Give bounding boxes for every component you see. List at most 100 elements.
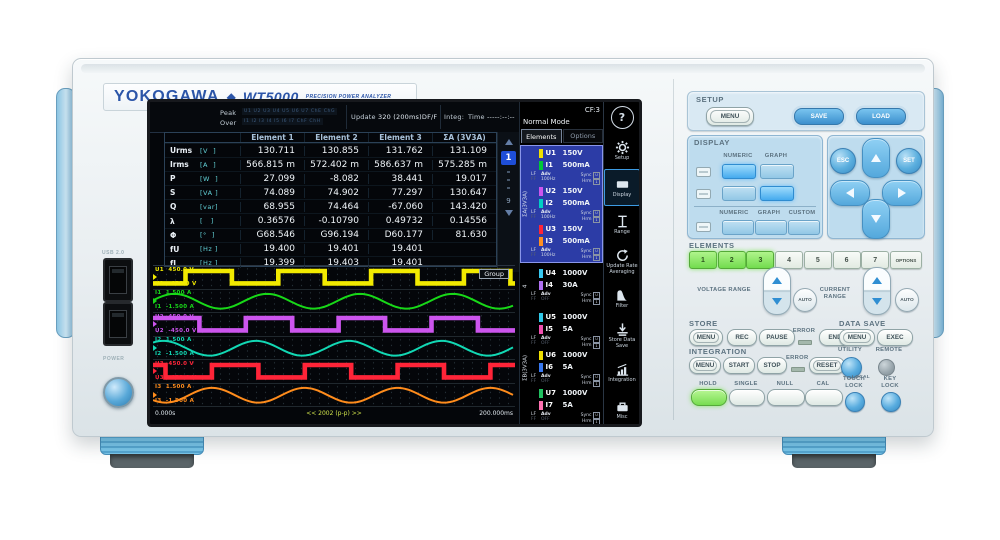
element-key-1[interactable]: 1 xyxy=(689,251,717,269)
numeric-full-button[interactable] xyxy=(722,220,754,235)
row-unit: [ ] xyxy=(200,217,214,226)
softkey-range[interactable]: Range xyxy=(604,206,639,243)
sync-label: Sync xyxy=(580,292,592,298)
filter-icon xyxy=(615,288,630,303)
lf-flag: LF xyxy=(531,210,537,215)
arrow-down-button[interactable] xyxy=(862,199,890,239)
store-pause-button[interactable]: PAUSE xyxy=(759,329,795,346)
adv-value: OFF xyxy=(541,297,550,303)
power-button[interactable] xyxy=(103,377,134,408)
element-key-3[interactable]: 3 xyxy=(746,251,775,269)
arrow-right-button[interactable] xyxy=(882,180,922,206)
element-group[interactable]: 4 U4 1000V I4 30A LF FF Adv OFF Sync U Hrm 1 xyxy=(520,265,603,307)
hrm-box: 1 xyxy=(593,178,600,185)
row-unit: [W ] xyxy=(200,174,219,183)
element-key-6[interactable]: 6 xyxy=(832,251,861,269)
touchscreen-display[interactable]: Peak U1 U2 U3 U4 U5 U6 U7 ChE ChG Over I… xyxy=(147,99,642,427)
help-icon[interactable]: ? xyxy=(610,106,634,129)
voltage-auto-button[interactable]: AUTO xyxy=(793,288,817,312)
current-auto-button[interactable]: AUTO xyxy=(895,288,919,312)
set-button[interactable]: SET xyxy=(896,148,922,174)
cell-value: 19.401 xyxy=(304,244,368,255)
element-group[interactable]: ΣB(3V3A) U5 1000V I5 5A LF FF Adv OFF Sync U Hrm 1 U6… xyxy=(520,309,603,424)
utility-button[interactable] xyxy=(841,357,862,378)
page-up-icon[interactable] xyxy=(504,139,513,145)
element-range: 150V xyxy=(562,225,583,233)
softkey-integration[interactable]: Integration xyxy=(604,354,639,391)
softkey-store-data-save[interactable]: Store Data Save xyxy=(604,317,639,354)
last-page-number[interactable]: 9 xyxy=(506,196,511,205)
current-range-rocker[interactable] xyxy=(863,267,891,315)
softkey-update-rate-averaging[interactable]: Update Rate Averaging xyxy=(604,243,639,280)
store-menu-button[interactable]: MENU xyxy=(689,329,723,346)
tab-options[interactable]: Options xyxy=(562,129,603,143)
trace-scale-bottom: U2 -450.0 V xyxy=(155,327,197,334)
null-button[interactable] xyxy=(767,389,805,406)
softkey-display[interactable]: Display xyxy=(604,169,639,206)
sync-source-box: U xyxy=(593,336,600,343)
trace-scale-top: U1 450.0 V xyxy=(155,266,194,273)
save-button[interactable]: SAVE xyxy=(794,108,844,125)
voltage-range-rocker[interactable] xyxy=(763,267,791,315)
esc-button[interactable]: ESC xyxy=(830,148,856,174)
arrow-up-button[interactable] xyxy=(862,138,890,178)
hrm-label: Hrm xyxy=(581,381,592,387)
page-down-icon[interactable] xyxy=(504,209,513,216)
element-key-4[interactable]: 4 xyxy=(775,251,804,269)
element-group[interactable]: ΣA(3V3A) U1 150V I1 500mA LF FF Adv 100Hz Sync U Hr… xyxy=(520,145,603,263)
sync-label: Sync xyxy=(580,210,592,216)
softkey-label: Store Data Save xyxy=(608,336,636,349)
current-page-badge[interactable]: 1 xyxy=(501,151,516,165)
arrow-left-button[interactable] xyxy=(830,180,870,206)
hold-button[interactable] xyxy=(691,389,727,406)
load-button[interactable]: LOAD xyxy=(856,108,906,125)
element-key-options[interactable]: OPTIONS xyxy=(889,251,922,269)
element-name: I2 xyxy=(545,199,553,207)
element-key-5[interactable]: 5 xyxy=(803,251,832,269)
utility-label: UTILITY xyxy=(838,347,862,353)
graph-full-label: GRAPH xyxy=(757,210,781,216)
graph-lower-button[interactable] xyxy=(760,186,794,201)
key-lock-button[interactable] xyxy=(881,392,901,412)
graph-full-button[interactable] xyxy=(755,220,787,235)
setup-menu-button[interactable]: MENU xyxy=(706,107,754,126)
data-save-exec-button[interactable]: EXEC xyxy=(877,329,913,346)
softkey-misc[interactable]: Misc xyxy=(604,391,639,424)
tab-elements[interactable]: Elements xyxy=(521,129,562,143)
wt5000-front-panel: YOKOGAWA ◆ WT5000 PRECISION POWER ANALYZ… xyxy=(72,58,934,437)
softkey-setup[interactable]: Setup xyxy=(604,132,639,169)
filter-flags: LF FF xyxy=(531,412,539,423)
element-current-row: I7 5A xyxy=(530,399,602,411)
graph-upper-button[interactable] xyxy=(760,164,794,179)
element-voltage-row: U2 150V xyxy=(530,185,602,197)
integration-stop-button[interactable]: STOP xyxy=(757,357,787,374)
numeric-upper-button[interactable] xyxy=(722,164,756,179)
cal-button[interactable] xyxy=(805,389,843,406)
element-key-2[interactable]: 2 xyxy=(717,251,746,269)
table-row: λ [ ] 0.36576 -0.10790 0.49732 0.14556 xyxy=(165,213,496,227)
softkey-filter[interactable]: Filter xyxy=(604,280,639,317)
single-button[interactable] xyxy=(729,389,765,406)
numeric-lower-button[interactable] xyxy=(722,186,756,201)
integration-menu-button[interactable]: MENU xyxy=(689,357,721,374)
color-bar-icon xyxy=(539,324,543,334)
group-label[interactable]: Group xyxy=(479,269,509,279)
store-rec-button[interactable]: REC xyxy=(727,329,757,346)
softkey-label: Setup xyxy=(614,154,630,161)
color-bar-icon xyxy=(539,388,543,398)
data-save-menu-button[interactable]: MENU xyxy=(839,329,875,346)
color-bar-icon xyxy=(539,148,543,158)
waveform-bands: U1 450.0 V U1 -450.0 V I1 1.500 A I1 -1.500… xyxy=(153,266,515,407)
cell-value: G96.194 xyxy=(304,230,368,241)
touch-lock-button[interactable] xyxy=(845,392,865,412)
custom-button[interactable] xyxy=(788,220,820,235)
adv-label: Adv xyxy=(541,374,551,379)
harmonics-line: Hrm 1 xyxy=(582,342,600,349)
integration-reset-button[interactable]: RESET xyxy=(809,357,845,374)
integration-title: INTEGRATION xyxy=(689,347,747,356)
table-row: fI [Hz ] 19.399 19.403 19.401 xyxy=(165,255,496,270)
cell-value: 130.647 xyxy=(432,187,496,198)
store-title: STORE xyxy=(689,319,718,328)
element-range: 1000V xyxy=(562,389,588,397)
integration-start-button[interactable]: START xyxy=(723,357,755,374)
